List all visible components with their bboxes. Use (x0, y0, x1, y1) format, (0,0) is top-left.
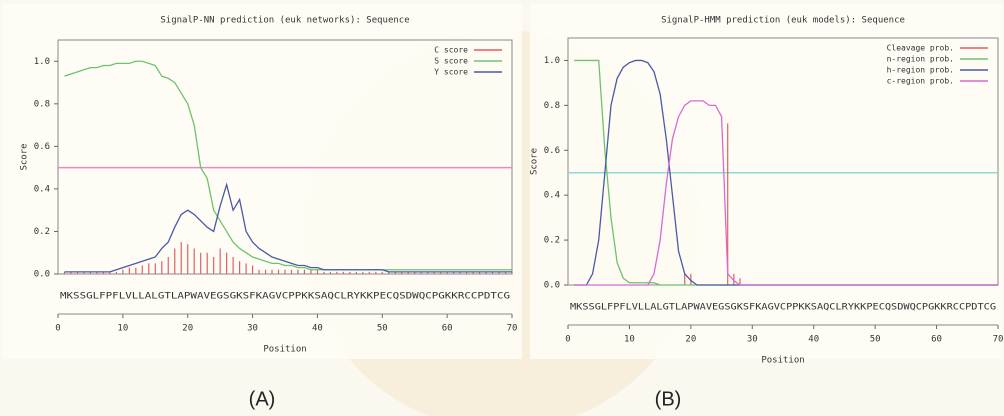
y-tick-label: 1.0 (34, 57, 50, 67)
series-line (64, 182, 512, 273)
x-tick-label: 10 (624, 335, 635, 345)
x-tick-label: 40 (312, 324, 323, 334)
y-axis-label: Score (20, 143, 30, 170)
legend-label: Y score (434, 68, 468, 77)
y-tick-label: 1.0 (544, 56, 560, 66)
panel-label: (B) (655, 388, 682, 410)
y-tick-label: 0.0 (544, 281, 560, 291)
sequence: MKSSGLFPFLVLLALGTLAPWAVEGSGKSFKAGVCPPKKS… (60, 292, 510, 302)
y-tick-label: 0.6 (34, 142, 50, 152)
x-tick-label: 30 (747, 335, 758, 345)
x-tick-label: 40 (808, 335, 819, 345)
y-tick-label: 0.6 (544, 146, 560, 156)
x-tick-label: 50 (377, 324, 388, 334)
x-axis-label: Position (761, 356, 804, 366)
legend-label: S score (434, 57, 468, 66)
x-tick-label: 0 (565, 335, 570, 345)
legend-label: n-region prob. (887, 55, 954, 64)
y-tick-label: 0.2 (34, 227, 50, 237)
chart-title: SignalP-HMM prediction (euk models): Seq… (661, 16, 905, 26)
x-tick-label: 60 (442, 324, 453, 334)
legend-label: h-region prob. (887, 66, 954, 75)
y-tick-label: 0.4 (34, 184, 50, 194)
x-tick-label: 0 (55, 324, 60, 334)
legend-label: C score (434, 46, 468, 55)
y-tick-label: 0.8 (544, 101, 560, 111)
chart-title: SignalP-NN prediction (euk networks): Se… (160, 16, 409, 26)
x-tick-label: 20 (182, 324, 193, 334)
x-tick-label: 20 (685, 335, 696, 345)
y-tick-label: 0.0 (34, 270, 50, 280)
panel-background (530, 4, 1002, 359)
y-tick-label: 0.4 (544, 191, 560, 201)
y-tick-label: 0.2 (544, 236, 560, 246)
x-tick-label: 70 (507, 324, 518, 334)
x-tick-label: 60 (931, 335, 942, 345)
x-tick-label: 10 (117, 324, 128, 334)
x-tick-label: 70 (993, 335, 1004, 345)
legend-label: Cleavage prob. (887, 44, 954, 53)
x-tick-label: 30 (247, 324, 258, 334)
panel-label: (A) (249, 388, 276, 410)
sequence: MKSSGLFPFLVLLALGTLAPWAVEGSGKSFKAGVCPPKKS… (570, 303, 996, 313)
y-axis-label: Score (530, 148, 540, 175)
y-tick-label: 0.8 (34, 99, 50, 109)
legend-label: c-region prob. (887, 77, 954, 86)
x-tick-label: 50 (870, 335, 881, 345)
x-axis-label: Position (263, 345, 306, 355)
series-line (574, 100, 998, 286)
panel-background (2, 4, 522, 359)
series-line (64, 60, 512, 271)
